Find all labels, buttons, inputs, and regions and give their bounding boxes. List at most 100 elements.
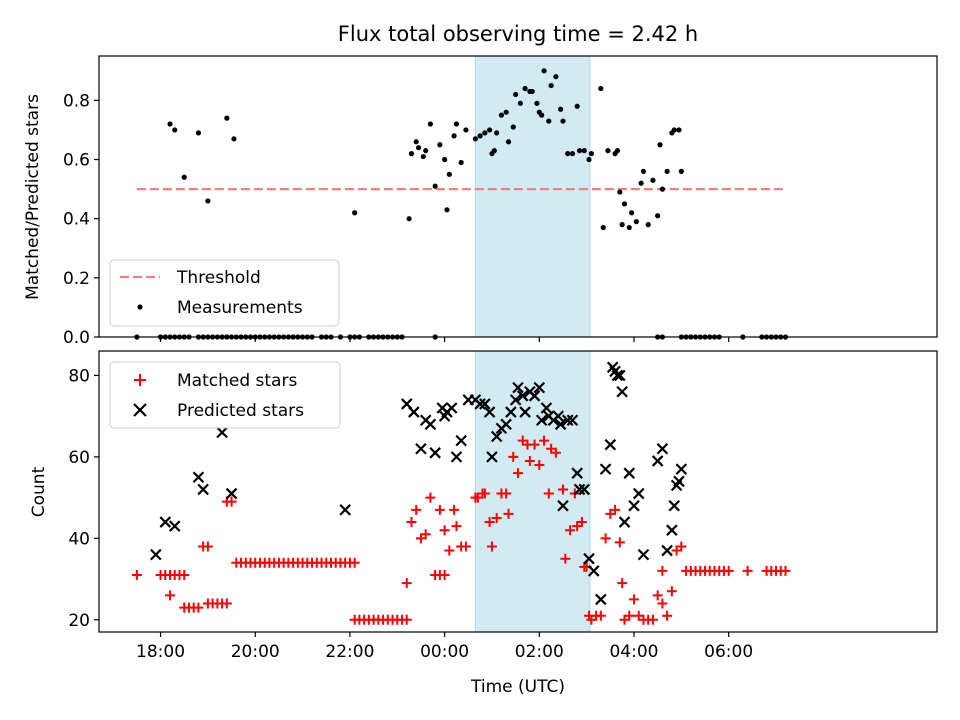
measurement-point bbox=[458, 159, 464, 166]
measurement-point bbox=[406, 216, 412, 222]
measurement-point bbox=[645, 222, 651, 228]
measurement-point bbox=[558, 106, 564, 112]
top-axes-frame bbox=[98, 55, 938, 338]
measurement-point bbox=[486, 127, 493, 133]
matched-star-point bbox=[479, 488, 490, 499]
matched-star-point bbox=[434, 504, 445, 515]
predicted-star-point bbox=[673, 475, 685, 488]
matched-star-point bbox=[503, 508, 514, 519]
matched-star-point bbox=[401, 614, 412, 625]
measurement-point bbox=[432, 183, 438, 189]
measurement-point bbox=[453, 121, 460, 127]
predicted-star-point bbox=[519, 406, 531, 418]
figure-title: Flux total observing time = 2.42 h bbox=[338, 22, 698, 46]
predicted-star-point bbox=[424, 418, 437, 431]
matched-star-point bbox=[539, 435, 550, 446]
predicted-star-point bbox=[540, 402, 553, 414]
matched-star-point bbox=[406, 517, 417, 528]
measurement-point bbox=[510, 124, 516, 130]
measurement-point bbox=[588, 151, 594, 157]
predicted-star-point bbox=[445, 402, 458, 414]
measurement-point bbox=[574, 103, 580, 109]
measurement-point bbox=[451, 133, 457, 139]
measurement-point bbox=[463, 127, 469, 133]
predicted-star-point bbox=[168, 520, 181, 532]
measurement-point bbox=[446, 171, 452, 177]
matched-star-point bbox=[550, 447, 561, 458]
measurement-point bbox=[576, 148, 583, 154]
measurement-point bbox=[539, 112, 545, 118]
predicted-star-point bbox=[628, 499, 640, 512]
matched-star-point bbox=[449, 504, 460, 515]
predicted-star-point bbox=[197, 483, 209, 496]
measurement-point bbox=[167, 121, 173, 127]
bottom-y-tick-label: 20 bbox=[68, 611, 90, 631]
matched-star-point bbox=[529, 439, 540, 450]
matched-star-point bbox=[624, 610, 635, 621]
measurement-point bbox=[633, 219, 639, 225]
measurement-point bbox=[181, 174, 187, 180]
legend-predicted-label: Predicted stars bbox=[177, 401, 304, 421]
predicted-star-point bbox=[583, 552, 595, 565]
matched-star-point bbox=[165, 590, 176, 601]
matched-star-point bbox=[614, 537, 625, 548]
measurement-point bbox=[629, 210, 635, 216]
matched-star-point bbox=[131, 569, 142, 580]
matched-star-point bbox=[600, 533, 611, 544]
measurement-point bbox=[659, 186, 666, 192]
predicted-star-point bbox=[661, 544, 673, 557]
matched-star-point bbox=[226, 496, 237, 507]
predicted-star-point bbox=[632, 487, 645, 500]
matched-star-point bbox=[202, 541, 213, 552]
bottom-y-tick-label: 40 bbox=[68, 529, 90, 549]
predicted-star-point bbox=[656, 442, 669, 455]
matched-star-point bbox=[647, 614, 658, 625]
top-y-axis-label: Matched/Predicted stars bbox=[23, 94, 43, 300]
matched-star-point bbox=[513, 468, 523, 479]
predicted-star-point bbox=[415, 442, 427, 455]
matched-star-point bbox=[723, 565, 734, 576]
measurement-point bbox=[650, 177, 656, 183]
matched-star-point bbox=[411, 504, 422, 515]
measurement-point bbox=[614, 148, 621, 154]
measurement-point bbox=[205, 198, 211, 204]
matched-star-point bbox=[780, 565, 791, 576]
top-legend: Threshold Measurements bbox=[109, 259, 340, 327]
matched-star-point bbox=[451, 521, 462, 532]
legend-matched-swatch bbox=[134, 374, 146, 386]
predicted-star-point bbox=[150, 548, 162, 561]
matched-star-point bbox=[439, 569, 450, 580]
count-panel: 20 40 60 80 18:00 20:00 22:00 00:00 02:00 04:00 06… bbox=[68, 350, 938, 662]
predicted-star-point bbox=[599, 463, 612, 475]
measurement-point bbox=[586, 156, 592, 163]
matched-star-point bbox=[595, 610, 606, 621]
predicted-star-point bbox=[486, 451, 498, 463]
bottom-y-tick-label: 80 bbox=[68, 366, 90, 386]
predicted-star-point bbox=[623, 467, 636, 479]
matched-star-point bbox=[460, 541, 471, 552]
measurement-point bbox=[605, 148, 611, 154]
measurement-point bbox=[517, 100, 523, 106]
predicted-star-point bbox=[192, 471, 205, 484]
measurement-point bbox=[565, 151, 571, 157]
measurement-point bbox=[671, 127, 677, 133]
matched-star-point bbox=[576, 517, 587, 528]
matched-star-point bbox=[193, 602, 204, 613]
x-tick-label: 20:00 bbox=[231, 642, 280, 662]
measurement-point bbox=[491, 148, 497, 154]
measurement-point bbox=[657, 142, 663, 148]
measurement-point bbox=[522, 85, 528, 92]
matched-star-point bbox=[666, 586, 677, 597]
matched-star-point bbox=[508, 451, 519, 462]
predicted-star-point bbox=[509, 394, 522, 406]
measurement-point bbox=[505, 139, 512, 145]
predicted-star-point bbox=[573, 483, 586, 496]
measurement-point bbox=[195, 130, 202, 136]
measurement-point bbox=[408, 151, 415, 157]
measurement-point bbox=[619, 222, 625, 228]
measurement-point bbox=[534, 100, 540, 106]
measurement-point bbox=[655, 213, 661, 219]
matched-star-point bbox=[221, 598, 232, 609]
legend-box bbox=[109, 259, 340, 327]
predicted-star-point bbox=[554, 418, 567, 431]
